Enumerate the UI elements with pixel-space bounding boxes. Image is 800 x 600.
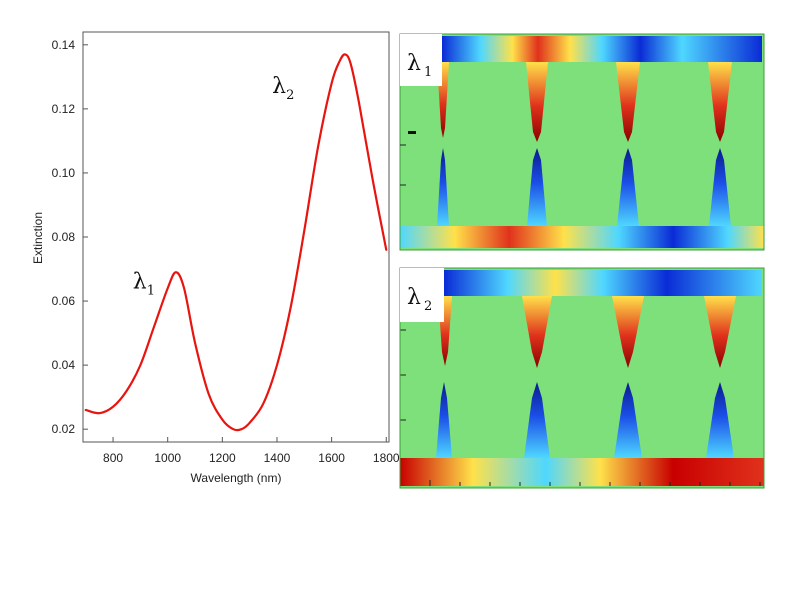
hot-band-bottom <box>400 226 764 248</box>
lambda-label: λ <box>407 51 421 76</box>
x-axis-label: Wavelength (nm) <box>191 471 282 485</box>
lambda-label: λ <box>407 285 421 310</box>
x-tick-label: 800 <box>103 451 123 465</box>
extinction-chart: 800 1000 1200 1400 1600 1800 0.02 0.04 0.06 0.08… <box>31 31 400 485</box>
x-tick-label: 1800 <box>373 451 400 465</box>
y-tick-label: 0.10 <box>52 166 76 180</box>
y-tick-label: 0.08 <box>52 230 76 244</box>
extinction-line <box>84 53 388 432</box>
y-axis: 0.02 0.04 0.06 0.08 0.10 0.12 0.14 <box>52 38 88 436</box>
hot-band-bottom <box>400 458 764 486</box>
x-axis: 800 1000 1200 1400 1600 1800 <box>103 437 400 465</box>
field-map-lambda2: λ 2 <box>399 144 765 489</box>
peak-lambda-subscript: 1 <box>147 283 155 298</box>
y-tick-label: 0.02 <box>52 422 76 436</box>
y-tick-label: 0.14 <box>52 38 76 52</box>
peak-annotations: λ 1λ 2 <box>133 74 295 298</box>
lambda-subscript: 1 <box>424 65 432 80</box>
plot-frame <box>82 31 390 443</box>
field-spikes <box>437 62 732 226</box>
y-tick-label: 0.12 <box>52 102 76 116</box>
x-tick-label: 1000 <box>154 451 181 465</box>
panel-frame <box>399 33 765 251</box>
hot-band-top <box>444 270 762 296</box>
y-axis-label: Extinction <box>31 212 45 264</box>
panel-ticks <box>400 144 761 486</box>
x-tick-label: 1600 <box>318 451 345 465</box>
label-box <box>400 34 442 86</box>
peak-lambda-subscript: 2 <box>286 88 294 103</box>
field-background <box>400 268 764 488</box>
y-tick-label: 0.04 <box>52 358 76 372</box>
x-tick-label: 1400 <box>264 451 291 465</box>
peak-lambda-label: λ <box>133 269 147 294</box>
field-map-lambda1: λ 1 <box>399 33 765 251</box>
y-tick-label: 0.06 <box>52 294 76 308</box>
peak-lambda-label: λ <box>272 74 286 99</box>
lambda-subscript: 2 <box>424 299 432 314</box>
field-background <box>400 34 764 250</box>
panel-frame <box>399 267 765 489</box>
label-box <box>400 268 444 322</box>
tick-mark <box>408 131 416 134</box>
field-spikes <box>436 296 736 458</box>
hot-band-top <box>442 36 762 62</box>
x-tick-label: 1200 <box>209 451 236 465</box>
